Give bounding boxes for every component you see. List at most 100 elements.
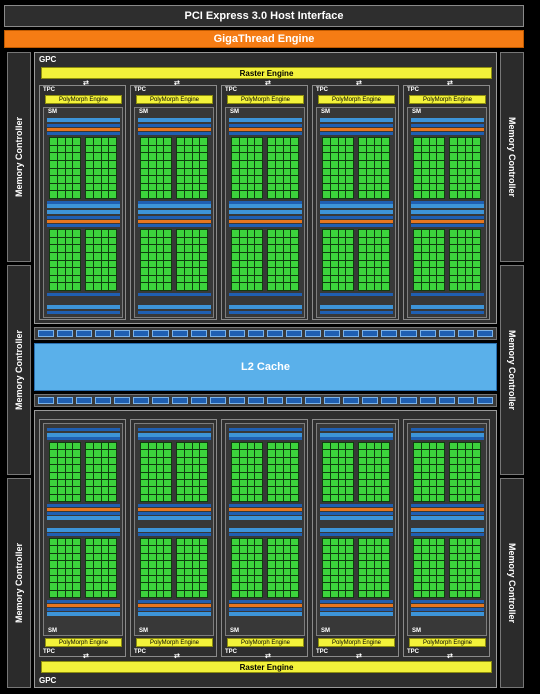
l2-bus-segment [343,397,360,404]
gigathread-engine: GigaThread Engine [4,30,524,48]
cuda-core [200,465,207,472]
cuda-core [109,145,116,153]
cuda-core [291,145,298,153]
cuda-core [232,245,239,252]
cuda-core [429,245,437,252]
cuda-core [437,138,444,145]
cuda-core [255,546,262,553]
cuda-core [148,561,156,568]
cuda-core [184,546,192,553]
cuda-core-block [85,442,117,502]
cuda-core [109,539,116,546]
cuda-core [421,479,429,487]
cuda-core [239,160,247,168]
cuda-core [421,546,429,553]
load-store-bar [138,293,211,296]
cuda-core [457,575,465,583]
cuda-core [359,191,366,198]
cuda-core [323,191,330,198]
cuda-core [50,539,57,546]
cuda-core [429,176,437,183]
cuda-core [275,260,283,268]
cuda-core [465,479,473,487]
cuda-core [268,230,275,237]
cuda-core [374,252,382,260]
polymorph-engine: PolyMorph Engine [45,95,122,104]
cuda-core [382,230,389,237]
cuda-core [268,245,275,252]
cuda-core-block [231,442,263,502]
streaming-multiprocessor: SM [316,107,396,318]
cuda-core [323,568,330,575]
cuda-core [359,260,366,268]
cuda-core [247,539,255,546]
memory-controller-right-3: Memory Controller [500,478,524,688]
cuda-core [437,487,444,494]
cuda-core [109,153,116,160]
cuda-core [268,252,275,260]
cuda-core [374,568,382,575]
cuda-core [450,590,457,597]
cuda-core [414,283,421,290]
l2-bus-segment [266,330,284,337]
cuda-core [148,183,156,191]
cuda-core [141,561,148,568]
l2-cache-bus-bottom [34,394,497,407]
cuda-core [450,230,457,237]
gpc-bottom: TPC PolyMorph Engine SM ⇄ TPC PolyMorph Engin… [34,410,497,688]
tpc-4: TPC PolyMorph Engine SM [312,419,399,657]
cuda-core-block [322,538,354,598]
cuda-core [65,283,73,290]
cuda-core [338,230,346,237]
cuda-core [141,183,148,191]
register-bar [320,220,393,223]
cuda-core [283,539,291,546]
cuda-core [323,472,330,479]
tpc-1: TPC PolyMorph Engine SM [39,419,126,657]
cuda-core [247,553,255,561]
cuda-core [283,465,291,472]
texture-bar [320,305,393,309]
cuda-core [382,153,389,160]
cuda-core [184,472,192,479]
cuda-core-block [358,442,390,502]
cuda-core [437,168,444,176]
cuda-core [247,465,255,472]
cuda-core [382,472,389,479]
cuda-core [330,268,338,275]
cuda-core [473,450,480,457]
cuda-core [101,245,109,252]
cuda-core [473,561,480,568]
cuda-core [429,553,437,561]
texture-bar [229,528,302,532]
cuda-core [275,160,283,168]
cuda-core [450,283,457,290]
cuda-core-block [231,137,263,199]
cuda-core-block [231,229,263,291]
register-bar [229,504,302,507]
cuda-core [247,183,255,191]
cuda-core [164,583,171,590]
cuda-core [255,168,262,176]
cuda-core [200,275,207,283]
cuda-core [330,260,338,268]
cuda-core [57,275,65,283]
register-bar [138,612,211,616]
cuda-core [283,575,291,583]
cuda-core [323,590,330,597]
memory-controller-label: Memory Controller [14,116,25,198]
texture-bar [229,433,302,437]
cuda-core [429,168,437,176]
cuda-core [366,450,374,457]
cuda-core [192,145,200,153]
cuda-core [283,245,291,252]
cuda-core [156,168,164,176]
cuda-core [50,283,57,290]
cuda-core [414,539,421,546]
cuda-core [109,168,116,176]
load-store-bar [229,293,302,296]
tpc-label: TPC [316,87,328,93]
cuda-core [148,443,156,450]
cuda-core [268,443,275,450]
cuda-core [382,138,389,145]
